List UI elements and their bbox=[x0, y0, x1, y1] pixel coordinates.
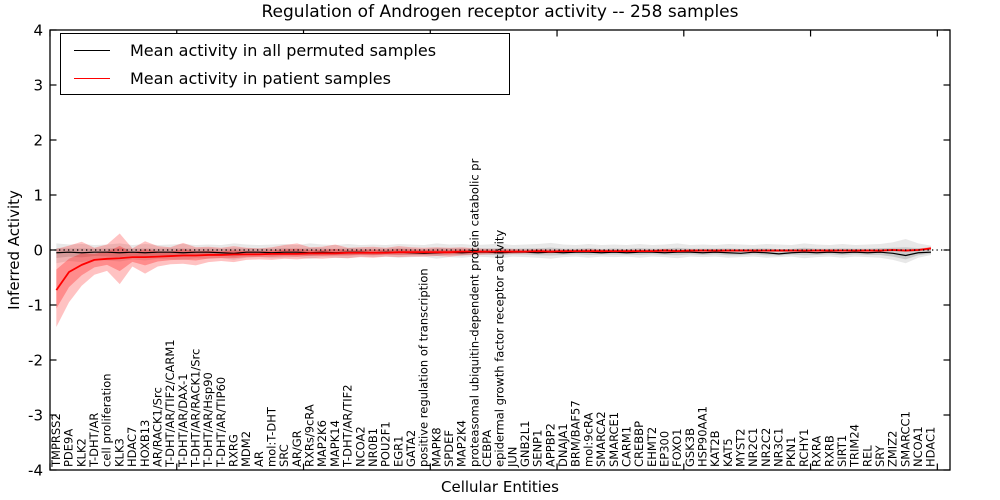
x-category-label: mol:T-DHT bbox=[265, 406, 279, 467]
x-category-label: proteasomal ubiquitin-dependent protein … bbox=[467, 158, 481, 467]
y-tick-label: -1 bbox=[28, 296, 43, 314]
x-category-label: RXRB bbox=[822, 435, 836, 467]
x-category-label: AR/GR bbox=[290, 430, 304, 467]
patient-line-icon bbox=[74, 77, 110, 79]
x-category-label: NR2C2 bbox=[759, 428, 773, 467]
y-tick-label: 0 bbox=[33, 241, 43, 259]
x-category-label: PKN1 bbox=[784, 437, 798, 467]
x-category-label: positive regulation of transcription bbox=[417, 268, 431, 467]
x-category-label: EHMT2 bbox=[645, 427, 659, 467]
x-category-label: KLK2 bbox=[74, 438, 88, 467]
x-category-label: T-DHT/AR/RACK1/Src bbox=[188, 349, 202, 468]
legend-entry-permuted: Mean activity in all permuted samples bbox=[74, 41, 509, 60]
x-category-label: epidermal growth factor receptor activit… bbox=[493, 230, 507, 467]
x-category-label: MAP2K4 bbox=[455, 420, 469, 467]
x-category-label: NCOA2 bbox=[353, 426, 367, 467]
x-category-label: REL bbox=[860, 445, 874, 467]
x-category-label: AR/RACK1/Src bbox=[150, 387, 164, 467]
x-category-label: cell proliferation bbox=[100, 373, 114, 467]
y-tick-label: -4 bbox=[28, 461, 43, 479]
x-category-label: MAP2K6 bbox=[315, 420, 329, 467]
legend-entry-patient: Mean activity in patient samples bbox=[74, 69, 509, 88]
legend-label-patient: Mean activity in patient samples bbox=[130, 68, 391, 88]
x-category-label: NCOA1 bbox=[911, 426, 925, 467]
x-category-label: KAT2B bbox=[708, 430, 722, 467]
x-category-label: T-DHT/AR/TIF2 bbox=[341, 384, 355, 468]
x-category-label: MDM2 bbox=[239, 431, 253, 467]
x-category-label: POU2F1 bbox=[379, 421, 393, 467]
x-category-label: MYST2 bbox=[734, 428, 748, 467]
x-category-label: JUN bbox=[505, 447, 519, 468]
x-category-label: SIRT1 bbox=[835, 435, 849, 467]
x-category-label: RXRA bbox=[810, 436, 824, 467]
x-category-label: GATA2 bbox=[404, 430, 418, 467]
x-category-label: RXRs/9cRA bbox=[303, 404, 317, 467]
x-category-label: SRY bbox=[873, 444, 887, 467]
x-category-label: HDAC1 bbox=[924, 427, 938, 467]
x-category-label: BRM/BAF57 bbox=[569, 400, 583, 467]
x-category-label: SENP1 bbox=[531, 430, 545, 467]
legend: Mean activity in all permuted samples Me… bbox=[60, 33, 510, 95]
x-category-label: mol:9cRA bbox=[581, 413, 595, 467]
x-category-label: GNB2L1 bbox=[518, 421, 532, 467]
x-category-label: HSP90AA1 bbox=[695, 406, 709, 467]
y-axis-label: Inferred Activity bbox=[5, 190, 23, 310]
x-category-label: SRC bbox=[277, 444, 291, 467]
x-category-label: RXRG bbox=[226, 434, 240, 467]
y-tick-label: 3 bbox=[33, 76, 43, 94]
chart-title: Regulation of Androgen receptor activity… bbox=[261, 2, 739, 22]
patient-band-outer bbox=[56, 233, 931, 327]
y-tick-label: 1 bbox=[33, 186, 43, 204]
x-category-label: KLK3 bbox=[112, 438, 126, 467]
permuted-line-icon bbox=[74, 49, 110, 51]
x-category-label: MAPK14 bbox=[328, 420, 342, 467]
x-category-label: EGR1 bbox=[391, 436, 405, 468]
x-category-label: ZMIZ2 bbox=[886, 431, 900, 467]
x-category-label: T-DHT/AR bbox=[87, 413, 101, 468]
x-category-label: RCHY1 bbox=[797, 429, 811, 467]
x-category-label: APPBP2 bbox=[543, 423, 557, 467]
x-category-label: FOXO1 bbox=[670, 429, 684, 467]
x-category-label: CEBPA bbox=[480, 430, 494, 467]
legend-label-permuted: Mean activity in all permuted samples bbox=[130, 40, 437, 60]
x-category-label: HOXB13 bbox=[138, 420, 152, 467]
y-tick-label: 2 bbox=[33, 131, 43, 149]
x-category-label: DNAJA1 bbox=[556, 423, 570, 467]
x-category-label: EP300 bbox=[657, 431, 671, 467]
x-category-label: NR2C1 bbox=[746, 428, 760, 467]
x-category-label: NR0B1 bbox=[366, 428, 380, 467]
patient-mean-line bbox=[55, 247, 932, 291]
x-category-label: MAPK8 bbox=[429, 427, 443, 467]
x-category-label: T-DHT/AR/TIF2/CARM1 bbox=[163, 339, 177, 468]
x-category-label: AR bbox=[252, 451, 266, 467]
y-tick-label: -3 bbox=[28, 406, 43, 424]
x-category-label: T-DHT/AR/TIP60 bbox=[214, 377, 228, 468]
x-category-label: TMPRSS2 bbox=[49, 413, 63, 468]
x-category-label: SMARCE1 bbox=[607, 412, 621, 467]
x-category-label: SMARCA2 bbox=[594, 411, 608, 467]
x-category-label: HDAC7 bbox=[125, 427, 139, 467]
x-category-label: PDE9A bbox=[62, 429, 76, 467]
x-category-label: T-DHT/AR/DAX-1 bbox=[176, 373, 190, 468]
x-category-label: SMARCC1 bbox=[898, 411, 912, 467]
x-category-label: TRIM24 bbox=[848, 424, 862, 468]
x-category-label: GSK3B bbox=[683, 428, 697, 467]
x-category-label: KAT5 bbox=[721, 438, 735, 467]
x-category-label: NR3C1 bbox=[772, 428, 786, 467]
x-category-label: CREBBP bbox=[632, 421, 646, 467]
x-axis-label: Cellular Entities bbox=[441, 478, 559, 496]
y-tick-label: -2 bbox=[28, 351, 43, 369]
x-category-label: CARM1 bbox=[619, 426, 633, 467]
x-category-label: T-DHT/AR/Hsp90 bbox=[201, 372, 215, 468]
y-tick-label: 4 bbox=[33, 21, 43, 39]
x-category-label: SPDEF bbox=[442, 430, 456, 467]
